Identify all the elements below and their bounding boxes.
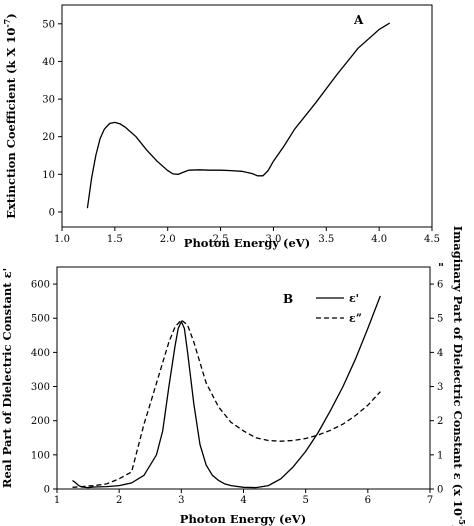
chart-b-y-left-tick-label: 500 [31,314,50,325]
chart-a-y-tick-label: 30 [42,95,55,106]
chart-a-y-axis-label-exponent: -7 [2,19,12,28]
chart-a-y-tick-label: 10 [42,170,55,181]
chart-a-series-layer [86,22,391,209]
chart-b-y-axis-right-label-main: Imaginary Part of Dielectric Constant ε … [451,226,465,516]
chart-b-y-right-tick-label: 6 [437,280,443,291]
legend-label-eps-real: ε' [349,292,359,305]
chart-b-x-tick-label: 7 [427,495,433,506]
chart-a-plot-frame [61,4,433,228]
chart-b-y-right-tick-label: 3 [437,382,443,393]
chart-a-x-axis: 1.0 1.5 2.0 2.5 3.0 3.5 4.0 4.5 [54,227,440,245]
chart-a-y-tick-label: 20 [42,132,55,143]
chart-a-extinction-line [86,22,391,209]
chart-b-x-tick-label: 5 [302,495,308,506]
chart-b-y-right-tick-label: 4 [437,348,443,359]
chart-a-x-tick-label: 4.5 [424,234,440,245]
chart-a-x-tick-label: 3.5 [318,234,334,245]
chart-b-x-tick-label: 2 [116,495,122,506]
chart-b-x-tick-label: 1 [54,495,60,506]
chart-b-eps-real-line [72,295,381,489]
chart-a-x-tick-label: 1.0 [54,234,70,245]
chart-b-y-left-tick-label: 600 [31,280,50,291]
chart-a-y-tick-label: 50 [42,19,55,30]
chart-b-y-axis-right-label: Imaginary Part of Dielectric Constant ε … [451,226,467,526]
chart-b-y-right-tick-label: 1 [437,450,443,461]
chart-b-panel-label: B [283,292,293,306]
chart-b-y-axis-right-label-exponent: -5 [457,516,467,525]
chart-b-y-left-tick-label: 100 [31,450,50,461]
chart-a-panel-label: A [353,13,364,27]
chart-b-series-layer [72,295,381,489]
chart-b-y-left-tick-label: 200 [31,416,50,427]
chart-b-y-right-tick-label: 5 [437,314,443,325]
chart-a-y-tick-label: 40 [42,57,55,68]
chart-b-x-axis: 1 2 3 4 5 6 7 [54,489,433,506]
chart-a-y-tick-label: 0 [49,207,55,218]
chart-a-y-axis-label-end: ) [4,13,18,18]
chart-a-y-axis-label-main: Extinction Coefficient (k X 10 [4,28,18,219]
chart-a-y-axis: 0 10 20 30 40 50 [42,19,62,218]
chart-b-y-right-tick-label: 0 [437,485,443,496]
chart-b-x-axis-label: Photon Energy (eV) [180,512,306,526]
chart-b-y-left-tick-label: 400 [31,348,50,359]
chart-b-y-axis-right-label-end: ) [451,525,465,526]
chart-b-plot-frame [56,266,431,490]
chart-b-y-axis-left: 0 100 200 300 400 500 600 [31,280,57,496]
chart-b-y-axis-right-double-prime: " [438,260,444,274]
chart-a: 1.0 1.5 2.0 2.5 3.0 3.5 4.0 4.5 0 10 20 30 40 50 A P… [2,4,440,250]
chart-b-x-tick-label: 6 [365,495,371,506]
chart-a-x-tick-label: 2.0 [160,234,176,245]
chart-a-x-axis-label: Photon Energy (eV) [184,236,310,250]
chart-b-x-tick-label: 3 [178,495,184,506]
chart-b-y-axis-right: 0 1 2 3 4 5 6 [430,280,443,496]
chart-a-y-axis-label: Extinction Coefficient (k X 10-7) [2,13,18,218]
chart-a-x-tick-label: 4.0 [371,234,387,245]
chart-b-y-left-tick-label: 300 [31,382,50,393]
chart-b-y-left-tick-label: 0 [44,485,50,496]
chart-a-x-tick-label: 2.5 [213,234,229,245]
chart-a-x-tick-label: 3.0 [265,234,281,245]
legend-label-eps-imag: εˮ [349,312,362,325]
chart-b-eps-imag-line [72,319,381,488]
chart-b-x-tick-label: 4 [240,495,246,506]
chart-b-legend: ε' εˮ [316,292,362,325]
chart-b-y-axis-left-label: Real Part of Dielectric Constant ε' [0,268,14,488]
chart-b-y-right-tick-label: 2 [437,416,443,427]
chart-a-x-tick-label: 1.5 [107,234,123,245]
